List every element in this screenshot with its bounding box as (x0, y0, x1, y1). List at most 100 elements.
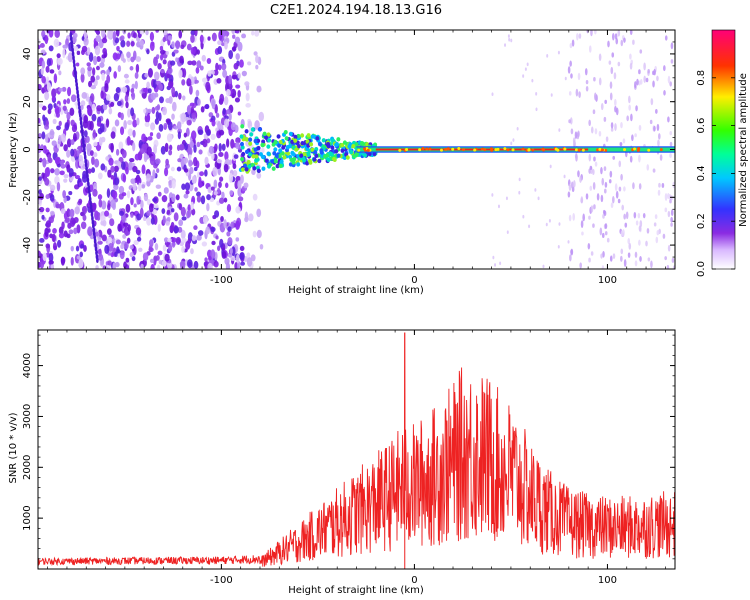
spectrogram-noise-cell (217, 40, 222, 46)
spectrogram-noise-cell (646, 164, 650, 171)
spectrogram-noise-cell (570, 248, 574, 256)
spectrogram-noise-cell (69, 107, 75, 117)
spectrogram-noise-cell (187, 60, 193, 66)
spectrogram-noise-cell (41, 30, 46, 38)
spectrogram-noise-cell (39, 103, 44, 108)
spectrogram-signal-cell (239, 141, 244, 147)
spectrogram-noise-cell (204, 103, 210, 110)
spectrogram-noise-cell (563, 174, 566, 179)
spectrogram-noise-cell (505, 196, 508, 201)
spectrogram-noise-cell (183, 132, 188, 138)
spectrogram-signal-cell (241, 151, 246, 157)
spectrogram-signal-cell (332, 156, 337, 162)
spectrogram-signal-cell (366, 148, 370, 152)
spectrogram-noise-cell (63, 99, 67, 105)
spectrogram-noise-cell (66, 149, 71, 158)
snr-panel: -100 0 100 1000 2000 3000 4000 Height of strai… (8, 329, 676, 596)
spectrogram-noise-cell (183, 142, 188, 151)
spectrogram-noise-cell (126, 136, 131, 146)
spectrogram-noise-cell (133, 203, 137, 208)
spectrogram-noise-cell (590, 126, 594, 134)
spectrogram-noise-cell (44, 35, 49, 45)
spectrogram-signal-cell (306, 133, 311, 138)
spectrogram-noise-cell (191, 235, 197, 242)
spectrogram-noise-cell (85, 135, 90, 144)
spectrogram-noise-cell (218, 143, 222, 152)
spectrogram-noise-cell (105, 93, 111, 101)
spectrogram-signal-cell (444, 147, 448, 151)
spectrogram-noise-cell (104, 244, 110, 254)
spectrogram-noise-cell (119, 210, 125, 216)
spectrogram-noise-cell (557, 244, 560, 249)
spectrogram-noise-cell (139, 30, 145, 35)
spectrogram-noise-cell (124, 79, 130, 84)
spectrogram-noise-cell (165, 158, 169, 166)
spectrogram-noise-cell (122, 30, 127, 35)
spectrogram-noise-cell (256, 172, 262, 179)
spectrogram-noise-cell (193, 79, 199, 84)
spectrogram-signal-cell (503, 147, 507, 151)
spectrogram-noise-cell (135, 63, 140, 73)
spectrogram-noise-cell (110, 142, 114, 153)
spectrogram-signal-cell (305, 161, 310, 166)
spectrogram-noise-cell (113, 92, 120, 102)
spectrogram-signal-cell (244, 129, 249, 134)
spectrogram-noise-cell (167, 81, 174, 88)
spectrogram-noise-cell (48, 260, 54, 265)
spectrogram-noise-cell (113, 177, 120, 186)
spectrogram-signal-cell (266, 132, 271, 137)
spectrogram-noise-cell (510, 38, 513, 43)
spectrogram-noise-cell (201, 77, 208, 83)
spectrogram-noise-cell (202, 214, 208, 225)
spectrogram-noise-cell (639, 49, 643, 54)
spectrogram-noise-cell (217, 64, 222, 71)
spectrogram-xtick-label: 0 (411, 275, 417, 286)
spectrogram-noise-cell (221, 250, 227, 259)
spectrogram-noise-cell (59, 170, 65, 176)
spectrogram-noise-cell (95, 231, 99, 237)
spectrogram-noise-cell (115, 30, 120, 37)
spectrogram-noise-cell (226, 138, 230, 148)
spectrogram-noise-cell (631, 134, 634, 142)
spectrogram-noise-cell (235, 254, 240, 264)
spectrogram-noise-cell (91, 103, 96, 112)
spectrogram-noise-cell (97, 172, 103, 180)
spectrogram-noise-cell (156, 168, 160, 174)
spectrogram-signal-cell (345, 155, 350, 160)
spectrogram-noise-cell (599, 227, 603, 236)
spectrogram-signal-cell (250, 127, 255, 132)
spectrogram-noise-cell (210, 151, 215, 161)
spectrogram-noise-cell (141, 164, 146, 175)
spectrogram-noise-cell (201, 241, 208, 247)
spectrogram-noise-cell (183, 157, 189, 164)
spectrogram-noise-cell (200, 106, 205, 113)
spectrogram-noise-cell (239, 251, 245, 261)
spectrogram-noise-cell (166, 133, 173, 143)
spectrogram-noise-cell (589, 185, 593, 191)
spectrogram-noise-cell (246, 252, 251, 258)
spectrogram-noise-cell (656, 75, 659, 82)
spectrogram-noise-cell (230, 221, 235, 229)
spectrogram-noise-cell (620, 173, 623, 181)
spectrogram-noise-cell (41, 75, 46, 84)
spectrogram-signal-cell (440, 148, 444, 152)
spectrogram-signal-cell (299, 153, 304, 158)
spectrogram-noise-cell (152, 79, 157, 89)
spectrogram-noise-cell (230, 122, 237, 131)
spectrogram-noise-cell (618, 160, 622, 168)
spectrogram-noise-cell (510, 141, 513, 146)
spectrogram-noise-cell (208, 256, 212, 261)
spectrogram-noise-cell (120, 112, 124, 121)
spectrogram-noise-cell (504, 43, 507, 47)
spectrogram-signal-cell (273, 147, 278, 152)
spectrogram-noise-cell (76, 150, 80, 157)
spectrogram-noise-cell (604, 223, 608, 229)
spectrogram-noise-cell (153, 204, 159, 209)
spectrogram-noise-cell (41, 60, 46, 69)
spectrogram-noise-cell (181, 79, 186, 86)
spectrogram-noise-cell (136, 195, 140, 205)
spectrogram-signal-cell (283, 129, 288, 135)
spectrogram-noise-cell (572, 137, 576, 144)
spectrogram-noise-cell (177, 158, 182, 163)
spectrogram-noise-cell (221, 143, 226, 151)
